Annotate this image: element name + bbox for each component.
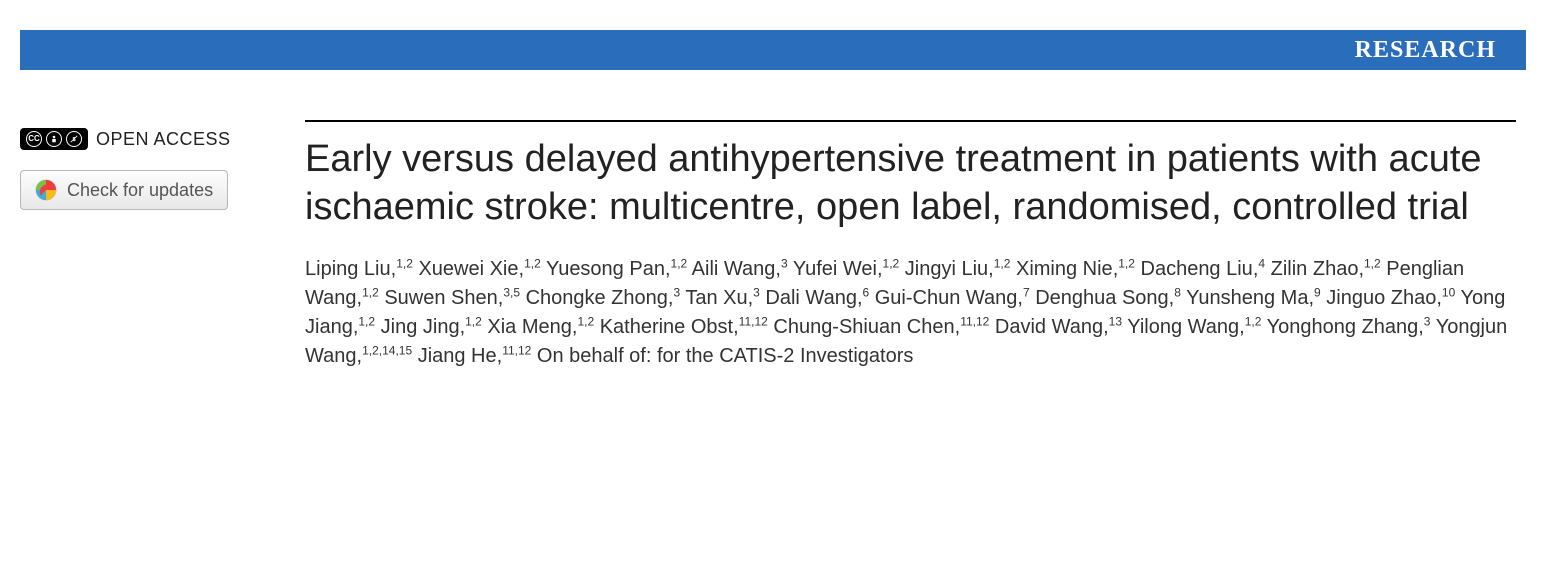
author-name: Chongke Zhong (526, 287, 668, 309)
author-name: Yufei Wei (793, 258, 877, 280)
author-name: Zilin Zhao (1271, 258, 1359, 280)
author-affil: 1,2 (883, 256, 900, 270)
author-affil: 11,12 (739, 314, 768, 328)
cc-icon: CC (26, 131, 42, 147)
section-banner: RESEARCH (20, 30, 1526, 70)
author-affil: 1,2 (994, 256, 1011, 270)
author-name: David Wang (995, 316, 1103, 338)
author-affil: 1,2 (1364, 256, 1381, 270)
author-affil: 7 (1023, 285, 1030, 299)
author-name: Katherine Obst (600, 316, 733, 338)
author-affil: 11,12 (502, 343, 531, 357)
author-affil: 3 (781, 256, 788, 270)
content-row: CC $ OPEN ACCESS (0, 70, 1546, 391)
sidebar: CC $ OPEN ACCESS (20, 120, 285, 371)
author-affil: 1,2 (358, 314, 375, 328)
author-name: Suwen Shen (384, 287, 497, 309)
author-name: Jiang He (418, 345, 497, 367)
check-updates-button[interactable]: Check for updates (20, 170, 228, 210)
author-affil: 1,2 (577, 314, 594, 328)
author-affil: 3,5 (503, 285, 520, 299)
author-affil: 1,2 (362, 285, 379, 299)
author-affil: 11,12 (960, 314, 989, 328)
article-main: Early versus delayed antihypertensive tr… (305, 120, 1516, 371)
author-affil: 3 (753, 285, 760, 299)
author-affil: 8 (1174, 285, 1181, 299)
author-affil: 3 (673, 285, 680, 299)
author-name: Aili Wang (692, 258, 776, 280)
author-name: Yilong Wang (1127, 316, 1239, 338)
nc-icon: $ (66, 131, 82, 147)
check-updates-label: Check for updates (67, 180, 213, 201)
author-affil: 1,2 (671, 256, 688, 270)
article-title: Early versus delayed antihypertensive tr… (305, 136, 1516, 231)
author-affil: 3 (1424, 314, 1431, 328)
author-affil: 1,2 (396, 256, 413, 270)
open-access-label: OPEN ACCESS (96, 129, 231, 150)
author-suffix: On behalf of: for the CATIS-2 Investigat… (537, 345, 913, 367)
author-name: Dali Wang (765, 287, 857, 309)
by-icon (46, 131, 62, 147)
author-name: Denghua Song (1035, 287, 1168, 309)
author-affil: 1,2 (1118, 256, 1135, 270)
author-name: Jingyi Liu (905, 258, 988, 280)
author-name: Gui-Chun Wang (875, 287, 1018, 309)
author-list: Liping Liu,1,2 Xuewei Xie,1,2 Yuesong Pa… (305, 255, 1516, 371)
crossmark-icon (35, 179, 57, 201)
author-affil: 6 (863, 285, 870, 299)
author-name: Yuesong Pan (546, 258, 665, 280)
author-name: Xia Meng (487, 316, 572, 338)
author-affil: 1,2,14,15 (362, 343, 412, 357)
author-name: Jing Jing (381, 316, 460, 338)
author-affil: 9 (1314, 285, 1321, 299)
open-access-badge: CC $ OPEN ACCESS (20, 128, 285, 150)
author-name: Yonghong Zhang (1267, 316, 1419, 338)
author-affil: 13 (1109, 314, 1122, 328)
author-name: Yunsheng Ma (1186, 287, 1308, 309)
banner-label: RESEARCH (1355, 37, 1496, 64)
author-affil: 1,2 (1245, 314, 1262, 328)
author-name: Tan Xu (685, 287, 747, 309)
author-affil: 10 (1442, 285, 1455, 299)
author-name: Dacheng Liu (1141, 258, 1253, 280)
author-name: Xuewei Xie (418, 258, 518, 280)
author-name: Chung-Shiuan Chen (773, 316, 954, 338)
author-name: Jinguo Zhao (1326, 287, 1436, 309)
author-affil: 1,2 (465, 314, 482, 328)
author-affil: 4 (1258, 256, 1265, 270)
author-affil: 1,2 (524, 256, 541, 270)
cc-license-icon: CC $ (20, 128, 88, 150)
author-name: Ximing Nie (1016, 258, 1113, 280)
author-name: Liping Liu (305, 258, 391, 280)
